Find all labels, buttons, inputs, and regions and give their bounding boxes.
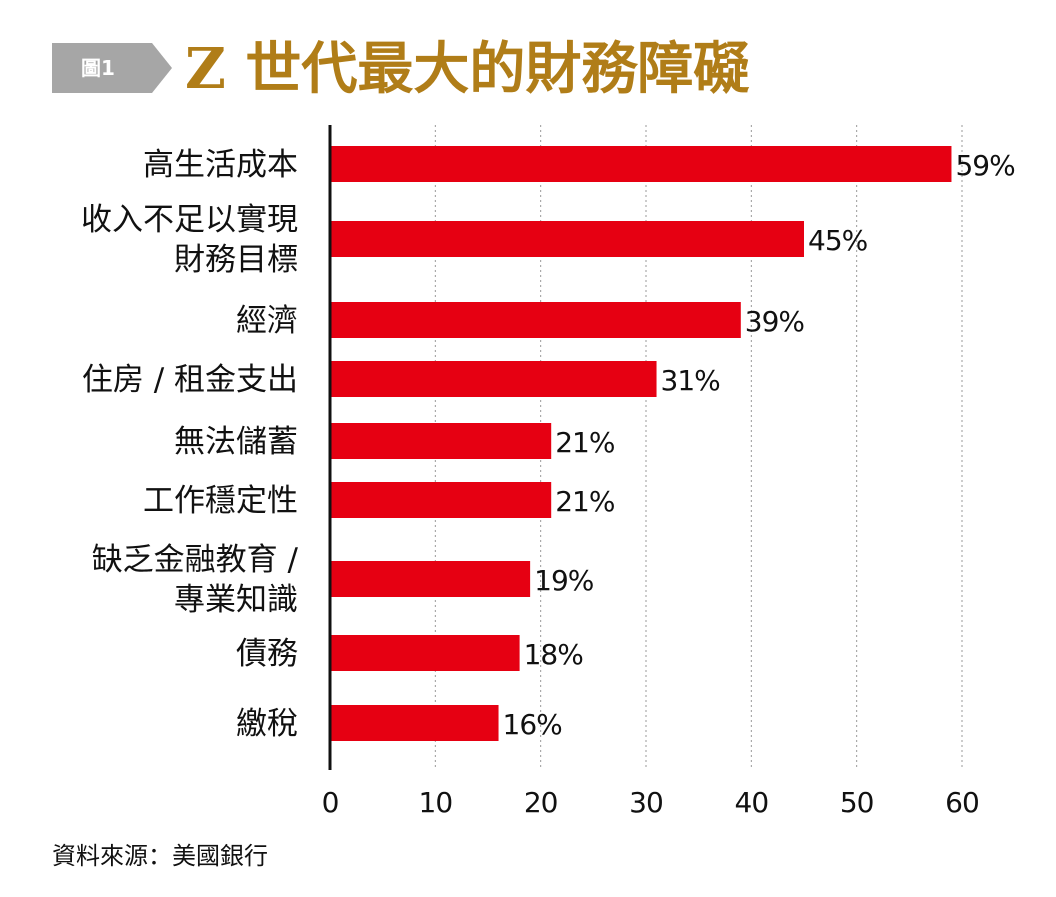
bar (330, 221, 804, 257)
source-note: 資料來源：美國銀行 (52, 842, 268, 870)
bar (330, 482, 552, 518)
category-label: 繳稅 (236, 706, 298, 742)
x-tick-label: 20 (524, 786, 558, 819)
value-label: 45% (808, 224, 868, 257)
category-label: 專業知識 (174, 582, 298, 618)
chart-title: Z 世代最大的財務障礙 (185, 36, 750, 102)
value-label: 16% (503, 708, 563, 741)
bar (330, 635, 520, 671)
category-label: 缺乏金融教育 / (92, 542, 299, 578)
category-label: 收入不足以實現 (81, 202, 298, 238)
value-label: 18% (524, 638, 584, 671)
figure-badge (52, 43, 172, 93)
x-tick-label: 10 (419, 786, 453, 819)
category-label: 財務目標 (174, 242, 298, 278)
value-label: 31% (661, 364, 721, 397)
x-tick-label: 40 (735, 786, 769, 819)
value-label: 21% (555, 485, 615, 518)
x-tick-label: 50 (840, 786, 874, 819)
bar (330, 561, 531, 597)
category-label: 經濟 (236, 303, 298, 339)
category-label: 工作穩定性 (143, 483, 298, 519)
bar (330, 302, 741, 338)
bar (330, 705, 499, 741)
x-tick-label: 0 (322, 786, 339, 819)
value-label: 39% (745, 305, 805, 338)
figure-number: 圖1 (81, 56, 115, 80)
bar (330, 146, 952, 182)
bar (330, 361, 657, 397)
value-label: 59% (955, 149, 1015, 182)
category-label: 高生活成本 (143, 147, 298, 183)
value-label: 21% (555, 426, 615, 459)
value-label: 19% (534, 564, 594, 597)
category-label: 無法儲蓄 (174, 424, 298, 460)
bar (330, 423, 552, 459)
x-tick-label: 60 (945, 786, 979, 819)
category-label: 住房 / 租金支出 (82, 362, 298, 398)
category-label: 債務 (236, 636, 298, 672)
x-tick-label: 30 (629, 786, 663, 819)
